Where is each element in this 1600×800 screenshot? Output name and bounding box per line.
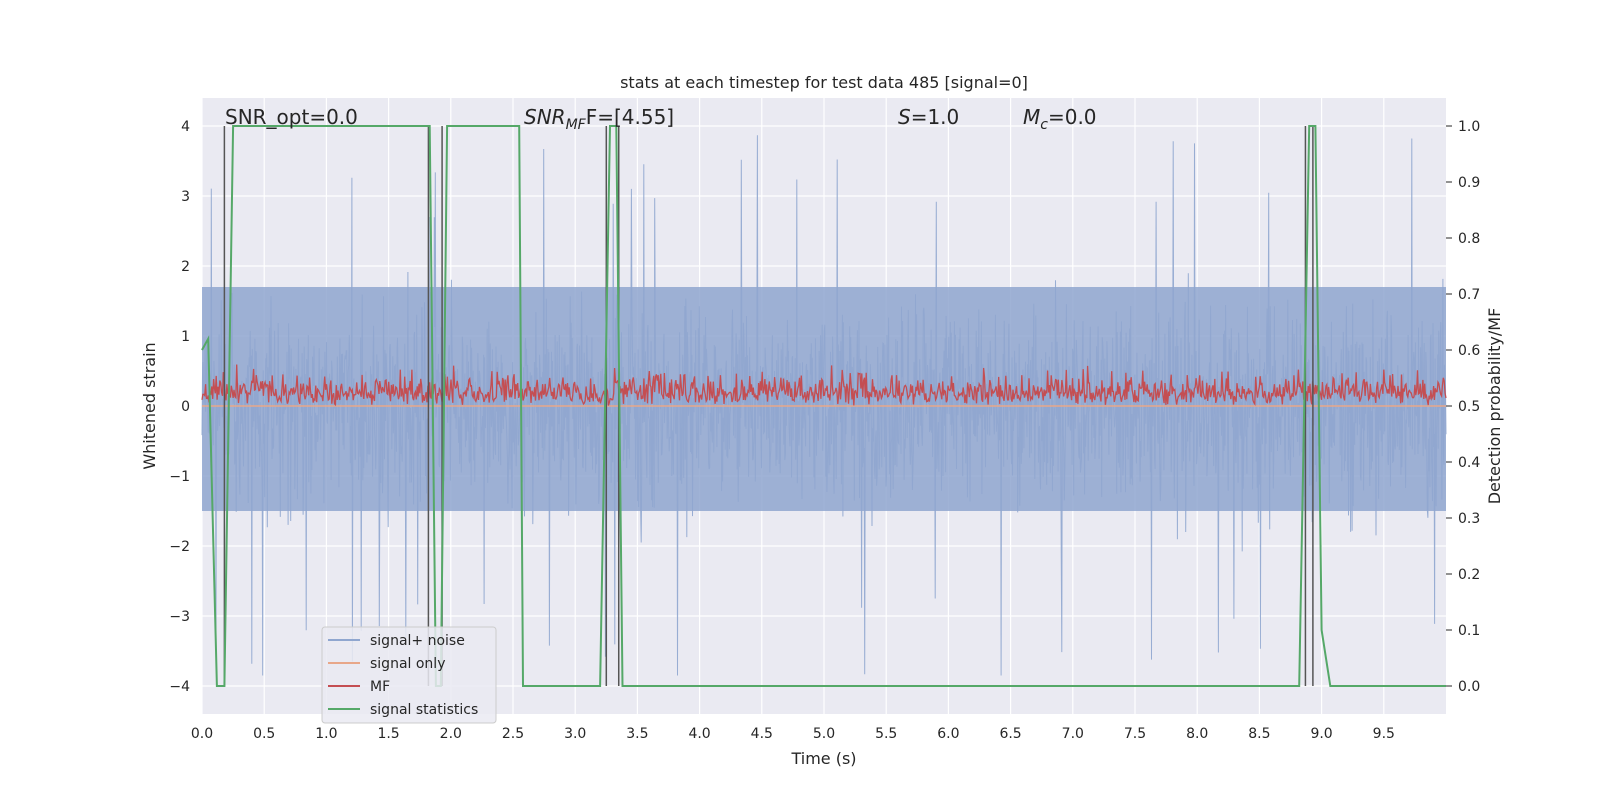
y-ticks: 4 3 2 1 0 −1 −2 −3 −4 bbox=[169, 119, 190, 695]
y-ticks-right: 1.0 0.9 0.8 0.7 0.6 0.5 0.4 0.3 0.2 0.1 0.0 bbox=[1446, 119, 1480, 695]
y-tick-label: 0 bbox=[181, 399, 190, 415]
legend-label-statistics: signal statistics bbox=[370, 702, 478, 718]
y-right-tick-label: 0.2 bbox=[1458, 567, 1480, 583]
legend-label-signal-only: signal only bbox=[370, 656, 445, 672]
y-tick-label: 3 bbox=[181, 189, 190, 205]
annotation-snr-mf-sub: MF bbox=[566, 117, 587, 133]
x-tick-label: 8.5 bbox=[1248, 726, 1270, 742]
y-tick-label: −3 bbox=[169, 609, 190, 625]
series-signal-statistics bbox=[201, 125, 1446, 687]
y-right-tick-label: 0.3 bbox=[1458, 511, 1480, 527]
legend-box bbox=[321, 626, 497, 724]
legend-label-noise: signal+ noise bbox=[370, 633, 465, 649]
x-tick-label: 4.5 bbox=[751, 726, 773, 742]
annotation-snr-mf-symbol: SNR bbox=[524, 105, 566, 129]
x-tick-label: 0.5 bbox=[253, 726, 275, 742]
x-tick-label: 8.0 bbox=[1186, 726, 1208, 742]
x-tick-label: 9.0 bbox=[1310, 726, 1332, 742]
y-tick-label: −2 bbox=[169, 539, 190, 555]
x-tick-label: 4.0 bbox=[688, 726, 710, 742]
annotation-mc-value: =0.0 bbox=[1048, 105, 1097, 129]
x-tick-label: 6.0 bbox=[937, 726, 959, 742]
y-axis-label-right: Detection probability/MF bbox=[1485, 308, 1504, 505]
x-ticks: 0.0 0.5 1.0 1.5 2.0 2.5 3.0 3.5 4.0 4.5 5.0 5.5 6.0 6… bbox=[191, 726, 1395, 742]
annotation-mc-symbol: M bbox=[1023, 105, 1040, 129]
legend: signal+ noise signal only MF signal stat… bbox=[321, 626, 497, 724]
annotation-s-value: =1.0 bbox=[911, 105, 960, 129]
y-right-tick-label: 0.1 bbox=[1458, 623, 1480, 639]
annotation-mc: Mc=0.0 bbox=[1023, 105, 1097, 133]
x-tick-label: 9.5 bbox=[1373, 726, 1395, 742]
series-mf bbox=[201, 364, 1447, 407]
y-right-tick-label: 0.0 bbox=[1458, 679, 1480, 695]
y-tick-label: −4 bbox=[169, 679, 190, 695]
y-tick-label: 4 bbox=[181, 119, 190, 135]
x-tick-label: 5.5 bbox=[875, 726, 897, 742]
series-signal-noise-band bbox=[202, 287, 1446, 511]
x-tick-label: 3.0 bbox=[564, 726, 586, 742]
x-tick-label: 7.0 bbox=[1062, 726, 1084, 742]
y-right-tick-label: 0.9 bbox=[1458, 175, 1480, 191]
annotation-snr-mf: SNRMFF=[4.55] bbox=[524, 105, 674, 133]
x-tick-label: 7.5 bbox=[1124, 726, 1146, 742]
x-tick-label: 0.0 bbox=[191, 726, 213, 742]
x-tick-label: 5.0 bbox=[813, 726, 835, 742]
x-tick-label: 2.0 bbox=[440, 726, 462, 742]
annotation-mc-sub: c bbox=[1040, 117, 1048, 133]
y-right-tick-label: 1.0 bbox=[1458, 119, 1480, 135]
y-right-tick-label: 0.5 bbox=[1458, 399, 1480, 415]
y-right-tick-label: 0.8 bbox=[1458, 231, 1480, 247]
annotation-s: S=1.0 bbox=[898, 105, 959, 129]
x-tick-label: 1.0 bbox=[315, 726, 337, 742]
x-tick-label: 6.5 bbox=[999, 726, 1021, 742]
chart-title: stats at each timestep for test data 485… bbox=[620, 73, 1028, 92]
annotation-snr-mf-value: F=[4.55] bbox=[586, 105, 674, 129]
x-tick-label: 3.5 bbox=[626, 726, 648, 742]
x-tick-label: 1.5 bbox=[377, 726, 399, 742]
y-right-tick-label: 0.7 bbox=[1458, 287, 1480, 303]
annotation-s-symbol: S bbox=[898, 105, 911, 129]
legend-label-mf: MF bbox=[370, 679, 390, 695]
y-axis-label: Whitened strain bbox=[140, 342, 159, 469]
x-axis-label: Time (s) bbox=[790, 749, 856, 768]
x-tick-label: 2.5 bbox=[502, 726, 524, 742]
y-right-tick-label: 0.4 bbox=[1458, 455, 1480, 471]
y-tick-label: 2 bbox=[181, 259, 190, 275]
y-tick-label: 1 bbox=[181, 329, 190, 345]
y-tick-label: −1 bbox=[169, 469, 190, 485]
plot-area bbox=[201, 125, 1447, 687]
annotation-snr-opt: SNR_opt=0.0 bbox=[225, 105, 358, 129]
y-right-tick-label: 0.6 bbox=[1458, 343, 1480, 359]
